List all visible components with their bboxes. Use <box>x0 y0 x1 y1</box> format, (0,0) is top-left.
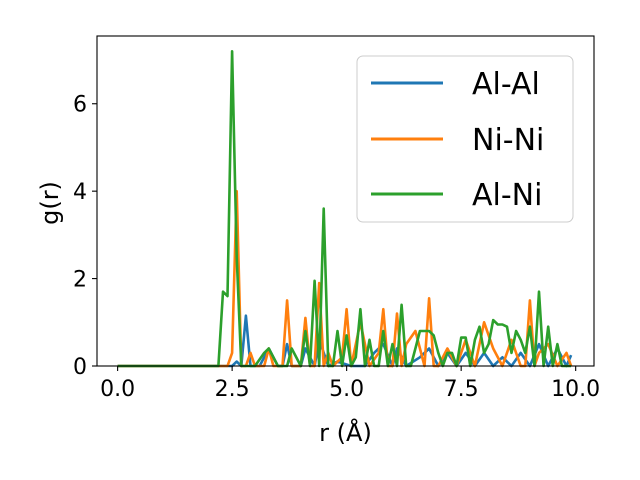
y-axis-title: g(r) <box>36 181 64 225</box>
legend-frame <box>356 55 574 223</box>
x-axis-title: r (Å) <box>319 418 372 447</box>
legend-label-al-al: Al-Al <box>472 67 540 102</box>
x-tick-label: 10.0 <box>551 377 600 402</box>
y-tick-label: 6 <box>73 93 87 118</box>
axes-layer <box>96 35 595 367</box>
y-tick-label: 4 <box>73 180 87 205</box>
x-tick-label: 2.5 <box>215 377 250 402</box>
ticks-layer: 0.0 2.5 5.0 7.5 10.0 0 2 4 6 <box>73 93 600 402</box>
legend-label-ni-ni: Ni-Ni <box>472 123 544 158</box>
x-tick-label: 5.0 <box>329 377 364 402</box>
legend: Al-Al Ni-Ni Al-Ni <box>356 55 574 223</box>
x-tick-label: 0.0 <box>100 377 135 402</box>
x-tick-label: 7.5 <box>444 377 479 402</box>
y-tick-label: 0 <box>73 355 87 380</box>
legend-label-al-ni: Al-Ni <box>472 178 542 213</box>
y-tick-label: 2 <box>73 268 87 293</box>
plot-frame <box>96 35 595 367</box>
series-line-al-ni <box>117 49 572 368</box>
